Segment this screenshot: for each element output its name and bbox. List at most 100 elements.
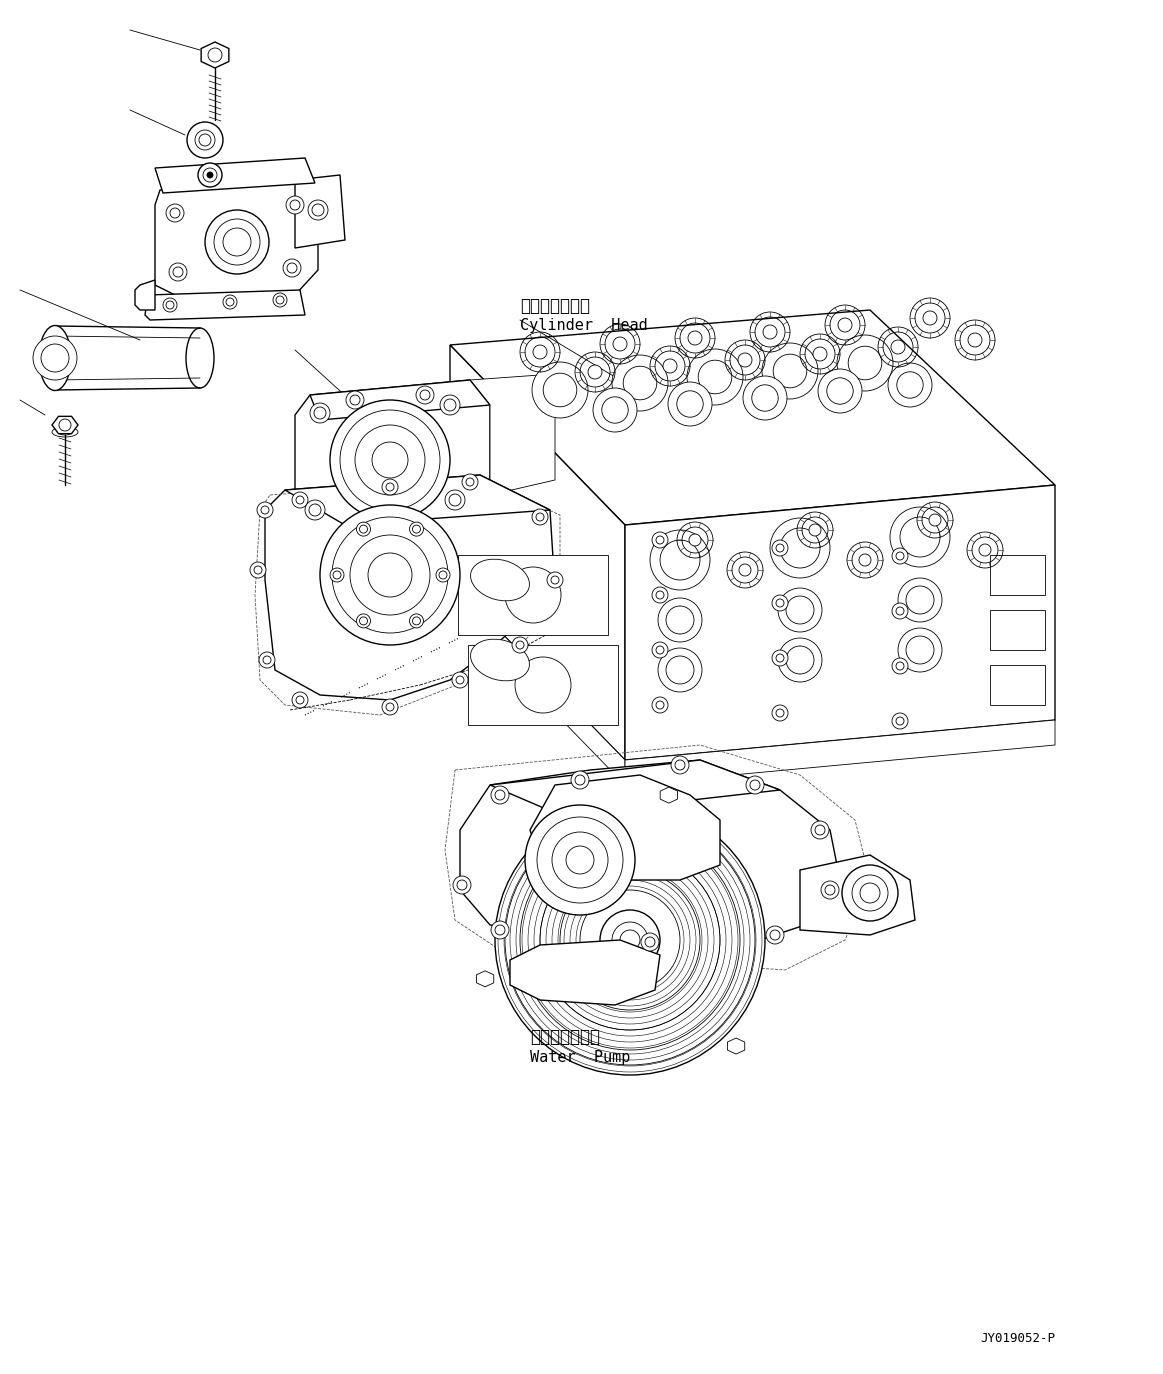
Bar: [468, 644, 618, 725]
Bar: [458, 555, 608, 635]
Circle shape: [330, 567, 344, 583]
Circle shape: [283, 260, 301, 278]
Circle shape: [571, 771, 588, 789]
Polygon shape: [450, 345, 625, 760]
Ellipse shape: [40, 326, 71, 390]
Circle shape: [259, 653, 274, 668]
Circle shape: [612, 354, 668, 411]
Circle shape: [809, 523, 821, 536]
Circle shape: [292, 492, 308, 508]
Circle shape: [440, 394, 461, 415]
Circle shape: [454, 877, 471, 894]
Ellipse shape: [471, 639, 529, 682]
Circle shape: [772, 705, 789, 721]
Polygon shape: [135, 280, 155, 311]
Polygon shape: [155, 180, 317, 305]
Polygon shape: [625, 720, 1055, 785]
Circle shape: [409, 522, 423, 536]
Circle shape: [292, 692, 308, 708]
Polygon shape: [450, 311, 1055, 525]
Polygon shape: [155, 158, 315, 192]
Polygon shape: [800, 855, 915, 934]
Text: Cylinder  Head: Cylinder Head: [520, 317, 648, 333]
Circle shape: [687, 349, 743, 405]
Circle shape: [763, 326, 777, 339]
Circle shape: [658, 649, 702, 692]
Circle shape: [462, 474, 478, 491]
Bar: [990, 610, 1046, 650]
Circle shape: [891, 339, 905, 354]
Circle shape: [898, 628, 942, 672]
Circle shape: [613, 337, 627, 350]
Circle shape: [772, 595, 789, 611]
Ellipse shape: [52, 427, 78, 437]
Circle shape: [330, 400, 450, 519]
Polygon shape: [52, 416, 78, 434]
Circle shape: [445, 491, 465, 510]
Polygon shape: [295, 174, 345, 247]
Circle shape: [739, 353, 752, 367]
Circle shape: [436, 567, 450, 583]
Circle shape: [305, 500, 324, 519]
Circle shape: [166, 203, 184, 223]
Circle shape: [892, 713, 908, 730]
Circle shape: [671, 756, 688, 774]
Circle shape: [923, 311, 937, 326]
Circle shape: [772, 540, 789, 556]
Circle shape: [743, 376, 787, 420]
Circle shape: [491, 921, 509, 938]
Circle shape: [892, 603, 908, 620]
Circle shape: [688, 331, 702, 345]
Circle shape: [813, 348, 827, 361]
Circle shape: [452, 672, 468, 688]
Polygon shape: [490, 760, 780, 815]
Bar: [990, 665, 1046, 705]
Circle shape: [839, 317, 852, 333]
Circle shape: [652, 587, 668, 603]
Circle shape: [525, 805, 635, 915]
Polygon shape: [201, 43, 229, 67]
Circle shape: [762, 344, 818, 398]
Circle shape: [772, 650, 789, 666]
Polygon shape: [145, 290, 305, 320]
Polygon shape: [470, 375, 555, 495]
Circle shape: [837, 335, 893, 392]
Circle shape: [652, 697, 668, 713]
Circle shape: [766, 926, 784, 944]
Circle shape: [929, 514, 941, 526]
Circle shape: [968, 333, 982, 348]
Polygon shape: [530, 775, 720, 879]
Polygon shape: [477, 971, 494, 987]
Polygon shape: [295, 381, 490, 545]
Circle shape: [531, 361, 588, 418]
Circle shape: [842, 866, 898, 921]
Circle shape: [641, 933, 659, 951]
Circle shape: [308, 201, 328, 220]
Polygon shape: [285, 475, 550, 525]
Circle shape: [650, 530, 709, 589]
Circle shape: [491, 786, 509, 804]
Circle shape: [547, 572, 563, 588]
Circle shape: [357, 522, 371, 536]
Polygon shape: [461, 760, 840, 945]
Circle shape: [198, 164, 222, 187]
Ellipse shape: [186, 328, 214, 387]
Circle shape: [778, 638, 822, 682]
Circle shape: [512, 638, 528, 653]
Circle shape: [257, 502, 273, 518]
Circle shape: [33, 337, 77, 381]
Circle shape: [770, 518, 830, 578]
Circle shape: [273, 293, 287, 306]
Circle shape: [652, 532, 668, 548]
Circle shape: [533, 345, 547, 359]
Text: JY019052-P: JY019052-P: [980, 1331, 1055, 1345]
Circle shape: [821, 881, 839, 899]
Circle shape: [205, 210, 269, 273]
Circle shape: [818, 370, 862, 414]
Circle shape: [593, 387, 637, 431]
Circle shape: [381, 699, 398, 714]
Circle shape: [739, 563, 751, 576]
Circle shape: [898, 578, 942, 622]
Circle shape: [889, 363, 932, 407]
Circle shape: [688, 534, 701, 545]
